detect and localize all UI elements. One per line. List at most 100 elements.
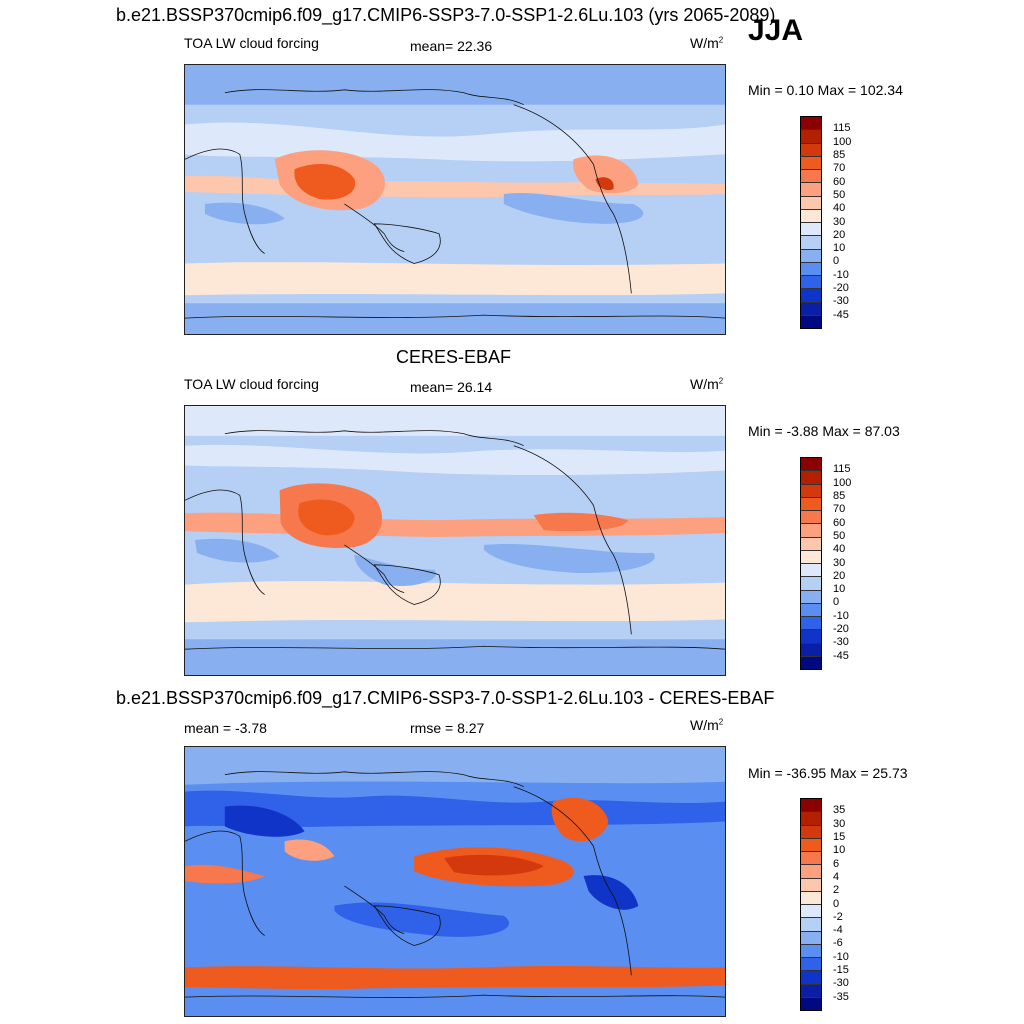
colorbar-swatch xyxy=(801,209,821,223)
colorbar-tick-label: 85 xyxy=(833,489,846,502)
colorbar-swatch xyxy=(801,918,821,932)
colorbar-tick-label: 20 xyxy=(833,569,846,582)
colorbar-swatch xyxy=(801,891,821,905)
panel-obs-colorbar xyxy=(800,457,822,670)
colorbar-tick-label: 70 xyxy=(833,503,846,516)
colorbar-swatch xyxy=(801,249,821,263)
colorbar-swatch xyxy=(801,630,821,644)
colorbar-swatch xyxy=(801,643,821,657)
season-label: JJA xyxy=(748,14,804,47)
panel-diff-rmse: rmse = 8.27 xyxy=(410,720,485,736)
panel-diff-title: b.e21.BSSP370cmip6.f09_g17.CMIP6-SSP3-7.… xyxy=(116,688,775,708)
colorbar-swatch xyxy=(801,289,821,303)
colorbar-swatch xyxy=(801,931,821,945)
colorbar-swatch xyxy=(801,170,821,184)
colorbar-swatch xyxy=(801,236,821,250)
colorbar-tick-label: 40 xyxy=(833,543,846,556)
panel-model-map xyxy=(184,64,726,335)
colorbar-tick-label: 30 xyxy=(833,817,846,830)
colorbar-swatch xyxy=(801,905,821,919)
colorbar-swatch xyxy=(801,196,821,210)
panel-obs-minmax: Min = -3.88 Max = 87.03 xyxy=(748,423,900,439)
panel-model-units: W/m2 xyxy=(690,35,724,51)
colorbar-swatch xyxy=(801,458,821,472)
panel-diff-colorbar xyxy=(800,798,822,1011)
colorbar-swatch xyxy=(801,590,821,604)
panel-model-minmax: Min = 0.10 Max = 102.34 xyxy=(748,82,903,98)
colorbar-swatch xyxy=(801,799,821,813)
colorbar-tick-label: -30 xyxy=(833,977,849,990)
figure-title: b.e21.BSSP370cmip6.f09_g17.CMIP6-SSP3-7.… xyxy=(116,5,776,25)
colorbar-tick-label: -10 xyxy=(833,950,849,963)
colorbar-tick-label: 70 xyxy=(833,162,846,175)
colorbar-tick-label: -35 xyxy=(833,990,849,1003)
colorbar-tick-label: -10 xyxy=(833,268,849,281)
colorbar-tick-label: 0 xyxy=(833,255,840,268)
colorbar-tick-label: 10 xyxy=(833,583,846,596)
colorbar-swatch xyxy=(801,276,821,290)
colorbar-tick-label: 35 xyxy=(833,804,846,817)
colorbar-tick-label: 100 xyxy=(833,135,852,148)
colorbar-tick-label: 100 xyxy=(833,476,852,489)
colorbar-tick-label: -4 xyxy=(833,924,843,937)
colorbar-tick-label: 115 xyxy=(833,463,851,476)
colorbar-tick-label: 50 xyxy=(833,188,846,201)
colorbar-swatch xyxy=(801,511,821,525)
colorbar-swatch xyxy=(801,603,821,617)
colorbar-swatch xyxy=(801,130,821,144)
colorbar-swatch xyxy=(801,865,821,879)
colorbar-swatch xyxy=(801,524,821,538)
colorbar-tick-label: 6 xyxy=(833,857,840,870)
colorbar-swatch xyxy=(801,497,821,511)
colorbar-tick-label: -2 xyxy=(833,910,843,923)
panel-model-colorbar xyxy=(800,116,822,329)
panel-diff-minmax: Min = -36.95 Max = 25.73 xyxy=(748,765,908,781)
colorbar-tick-label: 10 xyxy=(833,242,846,255)
colorbar-swatch xyxy=(801,878,821,892)
panel-obs-title: CERES-EBAF xyxy=(396,347,512,367)
colorbar-tick-label: 0 xyxy=(833,897,840,910)
colorbar-swatch xyxy=(801,143,821,157)
colorbar-swatch xyxy=(801,550,821,564)
colorbar-tick-label: -45 xyxy=(833,308,849,321)
colorbar-swatch xyxy=(801,484,821,498)
colorbar-swatch xyxy=(801,302,821,316)
colorbar-swatch xyxy=(801,315,821,328)
colorbar-swatch xyxy=(801,564,821,578)
colorbar-swatch xyxy=(801,944,821,958)
colorbar-swatch xyxy=(801,984,821,998)
colorbar-tick-label: -45 xyxy=(833,649,849,662)
colorbar-swatch xyxy=(801,117,821,131)
colorbar-swatch xyxy=(801,838,821,852)
colorbar-swatch xyxy=(801,617,821,631)
colorbar-tick-label: 4 xyxy=(833,870,840,883)
colorbar-swatch xyxy=(801,537,821,551)
colorbar-swatch xyxy=(801,577,821,591)
colorbar-tick-label: -20 xyxy=(833,282,849,295)
colorbar-swatch xyxy=(801,223,821,237)
colorbar-swatch xyxy=(801,958,821,972)
panel-obs-mean: mean= 26.14 xyxy=(410,379,493,395)
panel-model-variable: TOA LW cloud forcing xyxy=(184,35,319,51)
colorbar-swatch xyxy=(801,825,821,839)
colorbar-swatch xyxy=(801,156,821,170)
colorbar-swatch xyxy=(801,471,821,485)
panel-diff-units: W/m2 xyxy=(690,717,724,733)
colorbar-tick-label: 40 xyxy=(833,202,846,215)
colorbar-tick-label: 50 xyxy=(833,529,846,542)
panel-obs-variable: TOA LW cloud forcing xyxy=(184,376,319,392)
colorbar-swatch xyxy=(801,656,821,669)
colorbar-tick-label: 0 xyxy=(833,596,840,609)
panel-diff-map xyxy=(184,746,726,1017)
colorbar-tick-label: -30 xyxy=(833,295,849,308)
colorbar-tick-label: 15 xyxy=(833,830,846,843)
colorbar-tick-label: -6 xyxy=(833,937,843,950)
colorbar-tick-label: -30 xyxy=(833,636,849,649)
colorbar-tick-label: 10 xyxy=(833,844,846,857)
colorbar-tick-label: 30 xyxy=(833,556,846,569)
colorbar-tick-label: 20 xyxy=(833,228,846,241)
colorbar-tick-label: 60 xyxy=(833,516,846,529)
panel-obs-map xyxy=(184,405,726,676)
colorbar-tick-label: 60 xyxy=(833,175,846,188)
panel-diff-mean: mean = -3.78 xyxy=(184,720,267,736)
